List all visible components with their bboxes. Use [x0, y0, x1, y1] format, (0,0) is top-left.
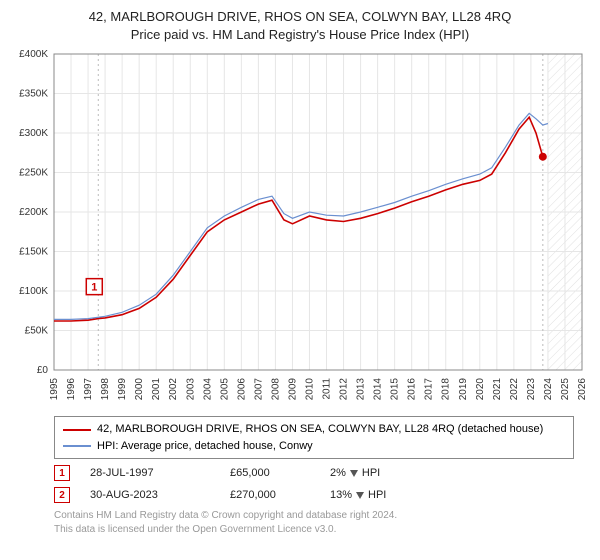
- svg-text:2020: 2020: [475, 378, 486, 401]
- svg-text:1: 1: [91, 282, 97, 294]
- svg-text:2007: 2007: [253, 378, 264, 401]
- svg-text:£150K: £150K: [19, 247, 48, 258]
- svg-text:£350K: £350K: [19, 89, 48, 100]
- footnote-line: This data is licensed under the Open Gov…: [54, 523, 590, 537]
- svg-text:£250K: £250K: [19, 168, 48, 179]
- svg-text:£200K: £200K: [19, 207, 48, 218]
- svg-text:£300K: £300K: [19, 128, 48, 139]
- svg-text:2016: 2016: [407, 378, 418, 401]
- svg-text:2012: 2012: [339, 378, 350, 401]
- svg-text:1995: 1995: [49, 378, 60, 401]
- svg-text:2003: 2003: [185, 378, 196, 401]
- svg-text:2004: 2004: [202, 378, 213, 401]
- datapoint-row: 2 30-AUG-2023 £270,000 13% HPI: [54, 487, 590, 503]
- arrow-down-icon: [356, 492, 364, 499]
- legend-swatch: [63, 445, 91, 447]
- svg-text:2010: 2010: [304, 378, 315, 401]
- datapoint-delta: 2% HPI: [330, 467, 420, 479]
- svg-text:2005: 2005: [219, 378, 230, 401]
- svg-text:2014: 2014: [373, 378, 384, 401]
- datapoint-price: £65,000: [230, 467, 310, 479]
- footnote: Contains HM Land Registry data © Crown c…: [54, 509, 590, 536]
- datapoint-marker: 2: [54, 487, 70, 503]
- svg-text:1997: 1997: [83, 378, 94, 401]
- svg-text:2024: 2024: [543, 378, 554, 401]
- svg-text:1996: 1996: [66, 378, 77, 401]
- title-subtitle: Price paid vs. HM Land Registry's House …: [10, 26, 590, 44]
- svg-text:2018: 2018: [441, 378, 452, 401]
- datapoint-row: 1 28-JUL-1997 £65,000 2% HPI: [54, 465, 590, 481]
- legend-label: 42, MARLBOROUGH DRIVE, RHOS ON SEA, COLW…: [97, 421, 543, 438]
- legend-item: 42, MARLBOROUGH DRIVE, RHOS ON SEA, COLW…: [63, 421, 565, 438]
- svg-text:£0: £0: [37, 365, 49, 376]
- svg-text:1999: 1999: [117, 378, 128, 401]
- datapoint-price: £270,000: [230, 489, 310, 501]
- svg-text:2022: 2022: [509, 378, 520, 401]
- svg-text:2009: 2009: [287, 378, 298, 401]
- svg-text:2025: 2025: [560, 378, 571, 401]
- chart-area: £0 £50K £100K £150K £200K £250K £300K £350K £400…: [10, 50, 590, 410]
- legend-swatch: [63, 429, 91, 431]
- svg-text:£50K: £50K: [25, 326, 49, 337]
- svg-text:2021: 2021: [492, 378, 503, 401]
- title-address: 42, MARLBOROUGH DRIVE, RHOS ON SEA, COLW…: [10, 8, 590, 26]
- footnote-line: Contains HM Land Registry data © Crown c…: [54, 509, 590, 523]
- legend-item: HPI: Average price, detached house, Conw…: [63, 438, 565, 455]
- svg-text:2011: 2011: [322, 378, 333, 400]
- datapoint-date: 30-AUG-2023: [90, 489, 210, 501]
- svg-text:2000: 2000: [134, 378, 145, 401]
- svg-text:2015: 2015: [390, 378, 401, 401]
- svg-text:2001: 2001: [151, 378, 162, 401]
- svg-text:2013: 2013: [356, 378, 367, 401]
- line-chart: £0 £50K £100K £150K £200K £250K £300K £350K £400…: [10, 50, 590, 410]
- legend-label: HPI: Average price, detached house, Conw…: [97, 438, 313, 455]
- datapoint-date: 28-JUL-1997: [90, 467, 210, 479]
- svg-text:2023: 2023: [526, 378, 537, 401]
- datapoint-delta: 13% HPI: [330, 489, 420, 501]
- svg-text:2019: 2019: [458, 378, 469, 401]
- svg-text:2017: 2017: [424, 378, 435, 401]
- svg-text:2002: 2002: [168, 378, 179, 401]
- svg-text:2008: 2008: [270, 378, 281, 401]
- datapoint-table: 1 28-JUL-1997 £65,000 2% HPI 2 30-AUG-20…: [54, 465, 590, 503]
- svg-text:£100K: £100K: [19, 286, 48, 297]
- legend: 42, MARLBOROUGH DRIVE, RHOS ON SEA, COLW…: [54, 416, 574, 459]
- arrow-down-icon: [350, 470, 358, 477]
- svg-text:1998: 1998: [100, 378, 111, 401]
- chart-container: 42, MARLBOROUGH DRIVE, RHOS ON SEA, COLW…: [0, 0, 600, 560]
- svg-text:2026: 2026: [577, 378, 588, 401]
- svg-text:2006: 2006: [236, 378, 247, 401]
- datapoint-marker: 1: [54, 465, 70, 481]
- svg-text:£400K: £400K: [19, 50, 48, 60]
